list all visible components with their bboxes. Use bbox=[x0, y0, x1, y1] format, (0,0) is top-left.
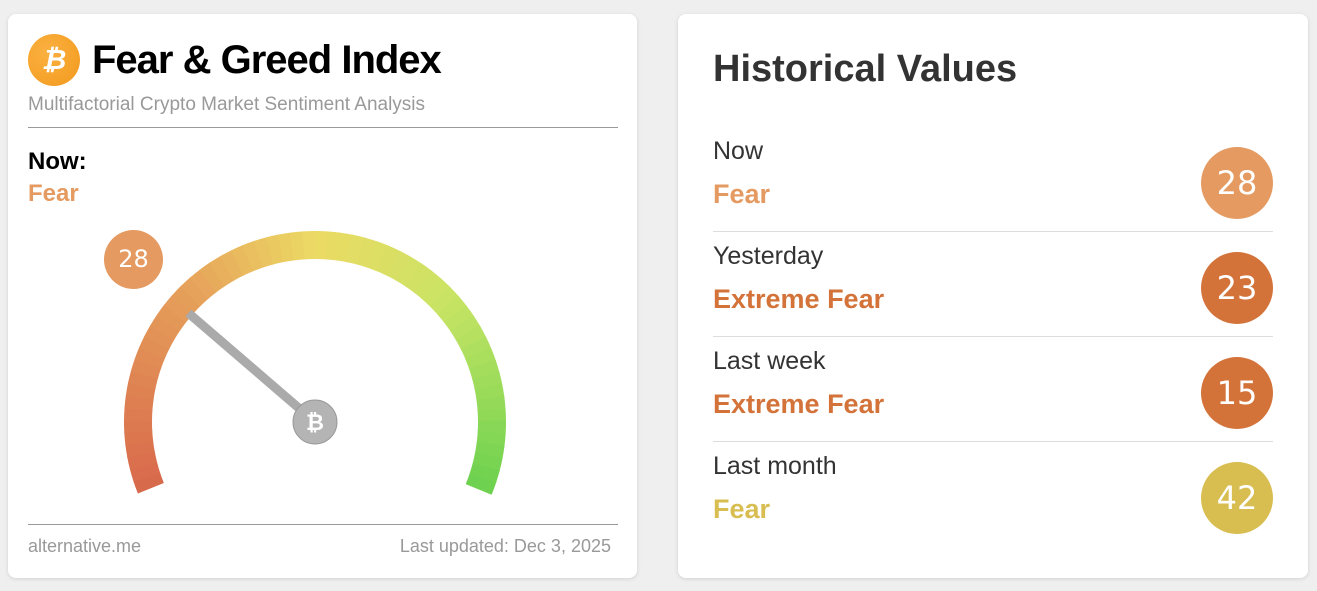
gauge-arc-segment bbox=[469, 359, 500, 381]
divider bbox=[713, 231, 1273, 232]
gauge-arc-segment bbox=[265, 234, 285, 265]
gauge-arc-segment bbox=[437, 295, 467, 324]
gauge-arc-segment bbox=[405, 262, 432, 294]
gauge-arc-segment bbox=[474, 441, 505, 460]
history-label: Now bbox=[713, 137, 764, 165]
gauge-needle bbox=[185, 309, 318, 426]
history-value-badge: 42 bbox=[1201, 462, 1273, 534]
gauge-hub bbox=[292, 399, 338, 445]
history-row: Last month Fear 42 bbox=[713, 442, 1273, 547]
page-title: Fear & Greed Index bbox=[92, 38, 442, 82]
gauge-arc-segment bbox=[130, 358, 162, 380]
gauge-arc-segment bbox=[465, 347, 496, 370]
gauge-arc-segment bbox=[171, 285, 202, 315]
history-classification: Fear bbox=[713, 179, 771, 209]
gauge-arc-segment bbox=[413, 270, 442, 300]
historical-title: Historical Values bbox=[713, 48, 1018, 90]
gauge-arc-segment bbox=[356, 237, 378, 268]
gauge-arc-segment bbox=[199, 262, 226, 293]
gauge-arc-segment bbox=[469, 462, 500, 484]
gauge-arc-segment bbox=[209, 255, 235, 287]
history-classification: Fear bbox=[713, 494, 771, 524]
divider bbox=[28, 127, 618, 128]
gauge-arc-segment bbox=[125, 440, 155, 458]
history-value-badge: 28 bbox=[1201, 147, 1273, 219]
gauge-arc-segment bbox=[336, 232, 354, 263]
subtitle: Multifactorial Crypto Market Sentiment A… bbox=[28, 94, 426, 115]
gauge-arc-segment bbox=[443, 305, 475, 332]
gauge-arc-segment bbox=[455, 325, 487, 351]
gauge-arc-segment bbox=[124, 394, 154, 411]
now-label: Now: bbox=[28, 148, 87, 175]
history-classification: Extreme Fear bbox=[713, 389, 885, 419]
gauge-arc-segment bbox=[386, 250, 412, 282]
gauge-arc-segment bbox=[325, 231, 342, 261]
gauge-arc-segment bbox=[450, 315, 481, 341]
gauge-arc-segment bbox=[472, 452, 503, 472]
gauge-arc-segment bbox=[125, 382, 156, 400]
gauge-arc-segment bbox=[465, 472, 497, 495]
gauge-arc bbox=[124, 231, 506, 495]
gauge-arc-segment bbox=[290, 231, 306, 261]
gauge-value-badge: 28 bbox=[104, 230, 163, 289]
gauge-arc-segment bbox=[144, 324, 175, 350]
history-value-badge: 23 bbox=[1201, 252, 1273, 324]
source-link[interactable]: alternative.me bbox=[28, 536, 142, 556]
gauge-arc-segment bbox=[180, 277, 209, 307]
divider bbox=[713, 441, 1273, 442]
gauge-arc-segment bbox=[129, 461, 161, 482]
gauge-arc-segment bbox=[474, 383, 505, 401]
gauge-arc-segment bbox=[127, 451, 158, 470]
fear-greed-card: ₿ Fear & Greed Index Multifactorial Cryp… bbox=[8, 14, 637, 578]
bitcoin-icon: ₿ bbox=[28, 34, 80, 86]
last-updated: Last updated: Dec 3, 2025 bbox=[399, 536, 611, 556]
gauge-arc-segment bbox=[476, 395, 506, 412]
gauge-arc-segment bbox=[396, 256, 422, 287]
gauge-arc-segment bbox=[150, 314, 181, 340]
gauge-arc-segment bbox=[163, 294, 194, 323]
history-label: Last month bbox=[713, 452, 837, 480]
gauge-arc-segment bbox=[253, 237, 275, 268]
historical-values-card: Historical Values Now Fear 28 Yesterday … bbox=[678, 14, 1308, 578]
gauge-arc-segment bbox=[219, 249, 245, 281]
gauge-arc-segment bbox=[346, 234, 366, 265]
gauge-arc-segment bbox=[134, 346, 166, 369]
gauge-arc-segment bbox=[124, 406, 153, 421]
divider bbox=[28, 524, 618, 525]
gauge-arc-segment bbox=[460, 336, 492, 360]
gauge-arc-segment bbox=[133, 471, 164, 494]
gauge-arc-segment bbox=[277, 232, 296, 263]
gauge-arc-segment bbox=[421, 277, 451, 308]
divider bbox=[713, 336, 1273, 337]
bitcoin-icon: ₿ bbox=[306, 411, 324, 436]
gauge-arc-segment bbox=[127, 370, 159, 390]
gauge-arc-segment bbox=[138, 335, 170, 359]
history-label: Last week bbox=[713, 347, 826, 375]
history-row: Last week Extreme Fear 15 bbox=[713, 337, 1273, 442]
history-value-badge: 15 bbox=[1201, 357, 1273, 429]
history-row: Now Fear 28 bbox=[713, 127, 1273, 232]
gauge-arc-segment bbox=[472, 371, 503, 391]
gauge-arc-segment bbox=[230, 244, 255, 276]
gauge-arc-segment bbox=[429, 286, 460, 316]
gauge-arc-segment bbox=[367, 241, 390, 272]
history-row: Yesterday Extreme Fear 23 bbox=[713, 232, 1273, 337]
now-classification: Fear bbox=[28, 180, 79, 207]
gauge-arc-segment bbox=[156, 304, 187, 331]
gauge: ₿ bbox=[124, 231, 506, 495]
history-classification: Extreme Fear bbox=[713, 284, 885, 314]
gauge-arc-segment bbox=[377, 245, 401, 277]
gauge-arc-segment bbox=[476, 431, 506, 447]
history-label: Yesterday bbox=[713, 242, 824, 270]
gauge-arc-segment bbox=[242, 240, 265, 272]
gauge-arc-segment bbox=[124, 430, 154, 446]
gauge-arc-segment bbox=[189, 269, 218, 300]
